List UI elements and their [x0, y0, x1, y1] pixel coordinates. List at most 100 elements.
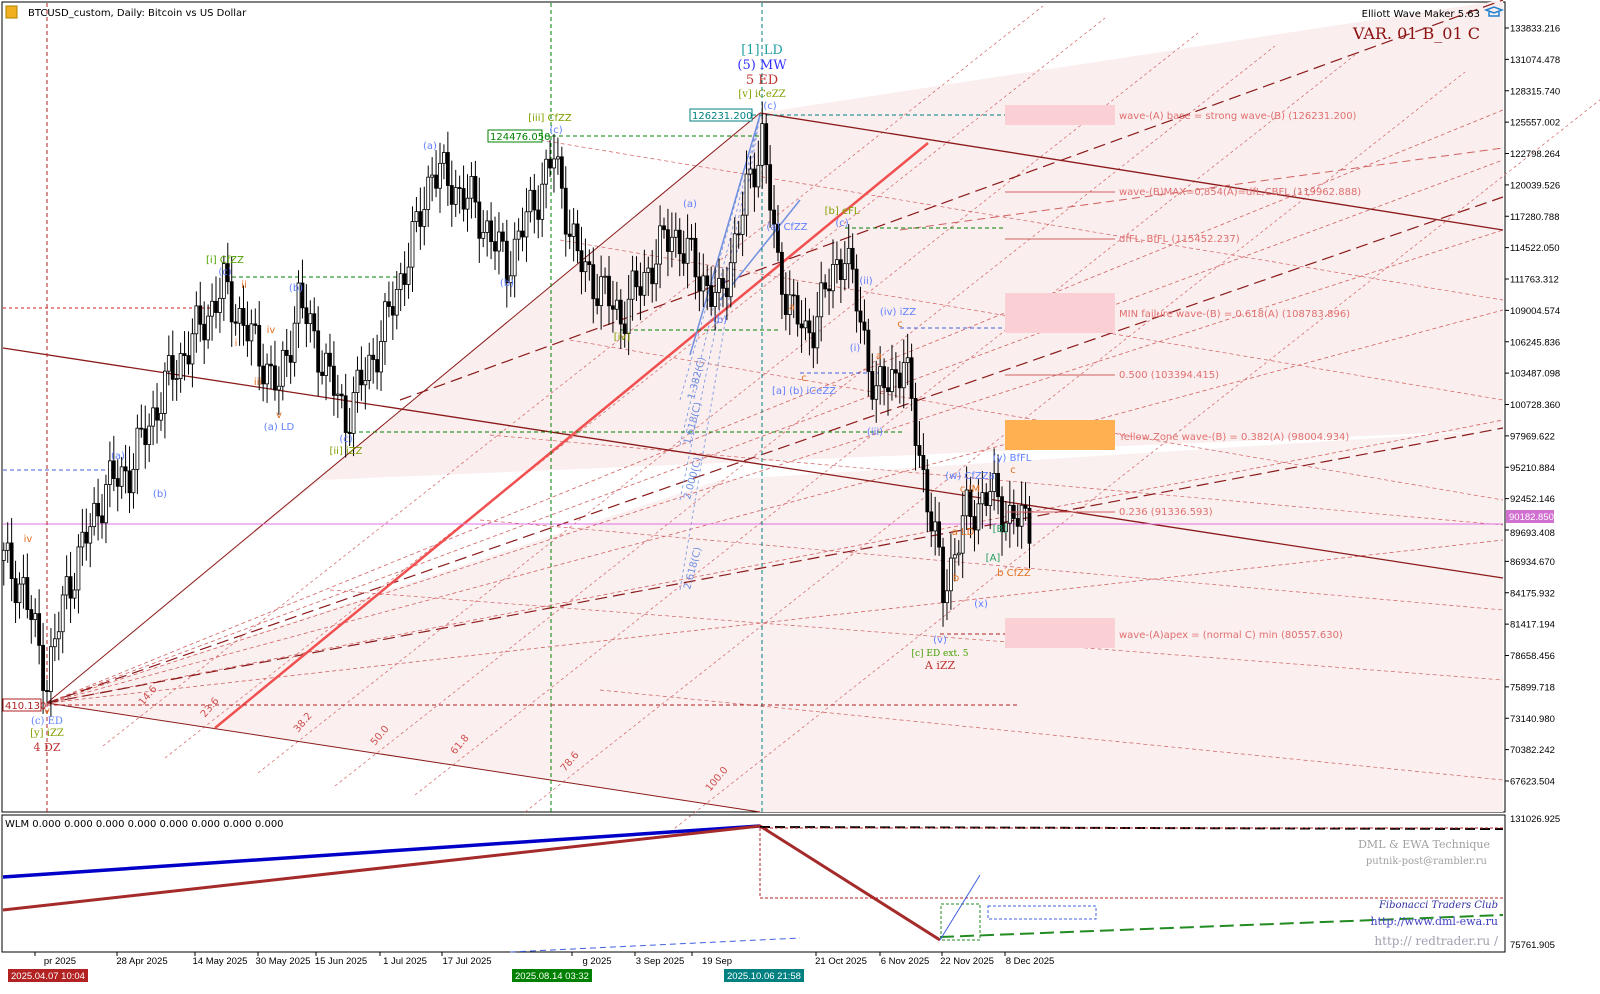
fan-ray: [46, 419, 1504, 704]
candle: [819, 282, 824, 318]
candle: [426, 176, 431, 210]
time-tick-label: 30 May 2025: [256, 956, 311, 967]
candle: [398, 273, 403, 290]
candle: [96, 502, 100, 517]
candle: [736, 233, 741, 236]
level-label: wave-(A) base = strong wave-(B) (126231.…: [1119, 111, 1357, 122]
candle: [276, 385, 281, 391]
graduation-cap-icon[interactable]: [1483, 6, 1505, 17]
current-price-tag: [1506, 510, 1554, 523]
candle: [760, 123, 765, 166]
wave-label: [i] CfZZ: [206, 255, 244, 266]
candle: [379, 341, 383, 373]
subwindow-border: [1, 814, 1506, 953]
time-tick-label: g 2025: [582, 956, 611, 967]
candle: [591, 264, 596, 300]
candle: [693, 237, 698, 278]
candle: [603, 275, 607, 278]
price-tick-label: 100728.360: [1510, 400, 1560, 411]
wave-label: (b): [289, 283, 303, 294]
wave-label: [A]: [986, 553, 1001, 564]
candle: [811, 332, 816, 349]
candle: [996, 472, 1000, 498]
price-tick-label: 75899.718: [1510, 682, 1555, 693]
time-tag-label: 2025.10.06 21:58: [727, 971, 801, 982]
candle: [799, 323, 804, 329]
wave-label: [c] ED ext. 5: [911, 649, 968, 659]
candle: [945, 590, 949, 604]
price-tick-label: 70382.242: [1510, 745, 1555, 756]
candle: [882, 366, 886, 389]
wave-line: [689, 114, 761, 356]
candle: [445, 152, 450, 186]
candle: [438, 162, 442, 189]
candle: [355, 369, 360, 394]
candle: [76, 546, 81, 591]
price-tick-label: 78658.456: [1510, 651, 1555, 662]
candle: [422, 209, 427, 227]
zone-box: [1005, 105, 1115, 125]
candle: [500, 231, 505, 242]
channel-top-line: [759, 112, 1504, 231]
candle: [343, 395, 348, 433]
candle: [194, 305, 199, 335]
price-tick-label: 84175.932: [1510, 588, 1555, 599]
level-label: Yellow Zone wave-(B) = 0.382(A) (98004.9…: [1118, 432, 1349, 443]
candle: [669, 236, 674, 252]
fan-cross-line: [489, 434, 1504, 526]
candlestick-series[interactable]: [1, 101, 1032, 717]
candle: [131, 468, 136, 494]
wave-label: (a): [111, 451, 125, 462]
wave-label: (w) CfZZa: [945, 471, 995, 482]
candle: [127, 470, 132, 494]
candle: [823, 282, 828, 290]
candle: [190, 333, 195, 365]
candle: [383, 301, 387, 342]
candle: [512, 238, 517, 277]
price-tick-label: 106245.836: [1510, 337, 1560, 348]
candle: [956, 552, 961, 556]
candle: [1004, 522, 1008, 533]
price-tick-label: 122798.264: [1510, 149, 1560, 160]
candle: [536, 209, 541, 220]
candle: [783, 293, 788, 315]
candle: [634, 270, 639, 288]
wave-label: (iv) iZZ: [880, 307, 916, 318]
candle: [60, 594, 65, 633]
time-tick-label: 1 Jul 2025: [383, 956, 427, 967]
candle: [453, 187, 458, 205]
wave-label: (5) MW: [737, 58, 787, 73]
wlm-subwindow: WLM 0.000 0.000 0.000 0.000 0.000 0.000 …: [2, 819, 1504, 953]
fan-upper-edge: [46, 112, 761, 704]
candle: [390, 306, 395, 316]
watermark-text: DML & EWA Technique: [1358, 838, 1490, 851]
candle: [835, 259, 839, 265]
time-axis[interactable]: pr 2025 28 Apr 2025 14 May 2025 30 May 2025…: [8, 952, 1054, 982]
price-tick-label: 89693.408: [1510, 528, 1555, 539]
price-axis[interactable]: 133833.216 131074.478 128315.740 125557.002…: [1505, 24, 1560, 952]
price-tick-label: 117280.788: [1510, 212, 1560, 223]
candle: [654, 263, 659, 285]
wave-label: (iii): [867, 427, 883, 438]
candle: [13, 578, 18, 604]
candle: [662, 225, 666, 231]
price-tick-label: 111763.312: [1510, 275, 1559, 286]
wlm-green-line: [939, 914, 1504, 938]
wave-label: [B]: [993, 524, 1008, 535]
candle: [115, 478, 120, 487]
candle: [740, 214, 745, 235]
candle: [273, 365, 277, 391]
symbol-icon: [5, 5, 18, 19]
candle: [218, 297, 222, 313]
candle: [84, 531, 89, 544]
wave-label: (a): [683, 199, 697, 210]
candle: [846, 247, 851, 265]
price-tag: 124476.050: [490, 132, 550, 143]
candle: [182, 353, 187, 357]
wave-label: iv: [267, 325, 276, 336]
candle: [155, 407, 159, 421]
candle: [681, 253, 686, 264]
wave-label: (a): [423, 141, 437, 152]
candle: [288, 355, 293, 363]
candle: [677, 229, 682, 255]
